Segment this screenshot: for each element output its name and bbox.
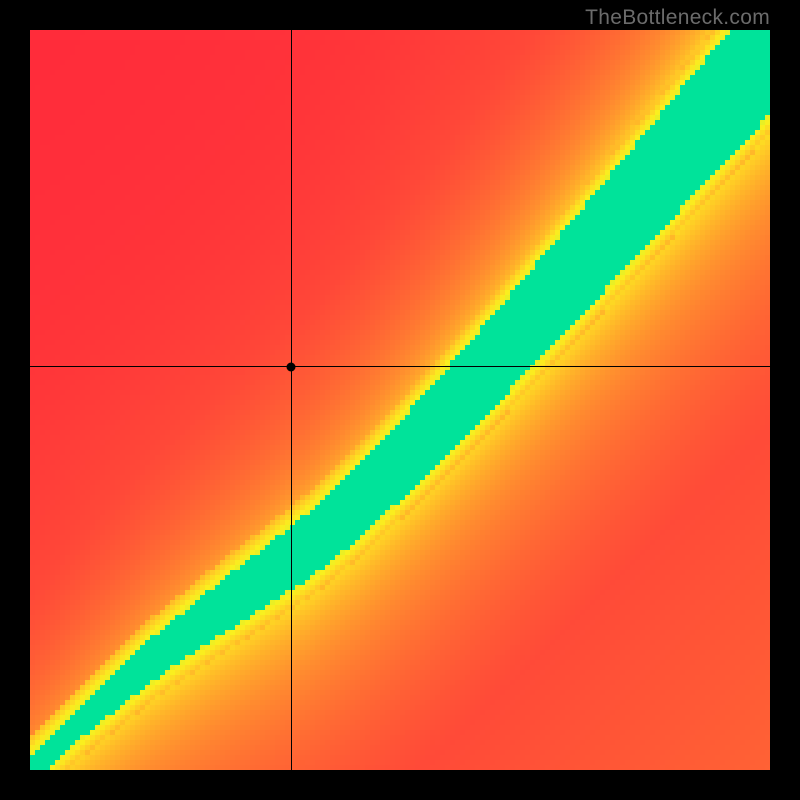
chart-container: TheBottleneck.com — [0, 0, 800, 800]
watermark-text: TheBottleneck.com — [585, 6, 770, 30]
heatmap-canvas — [30, 30, 770, 770]
crosshair-horizontal — [30, 366, 770, 367]
crosshair-vertical — [291, 30, 292, 770]
marker-point — [287, 362, 296, 371]
